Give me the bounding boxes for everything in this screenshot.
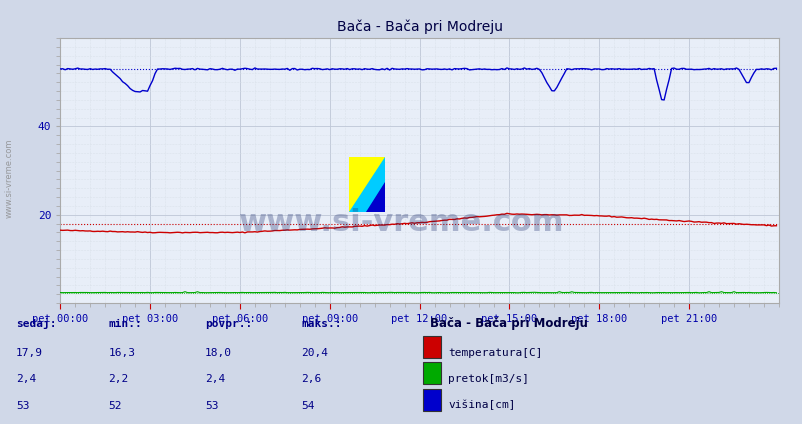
Text: 52: 52 — [108, 401, 122, 410]
Polygon shape — [365, 181, 385, 212]
Text: 17,9: 17,9 — [16, 348, 43, 358]
Text: povpr.:: povpr.: — [205, 319, 252, 329]
Text: 53: 53 — [205, 401, 218, 410]
Polygon shape — [349, 157, 385, 212]
Text: www.si-vreme.com: www.si-vreme.com — [5, 138, 14, 218]
Bar — [423, 362, 440, 384]
Text: 2,4: 2,4 — [16, 374, 36, 384]
Text: 54: 54 — [301, 401, 314, 410]
Polygon shape — [349, 157, 385, 212]
Text: www.si-vreme.com: www.si-vreme.com — [238, 208, 564, 237]
Text: temperatura[C]: temperatura[C] — [448, 348, 542, 358]
Text: 53: 53 — [16, 401, 30, 410]
Bar — [423, 336, 440, 358]
Text: višina[cm]: višina[cm] — [448, 400, 515, 410]
Title: Bača - Bača pri Modreju: Bača - Bača pri Modreju — [336, 20, 502, 34]
Text: 2,6: 2,6 — [301, 374, 321, 384]
Text: 2,2: 2,2 — [108, 374, 128, 384]
Text: min.:: min.: — [108, 319, 142, 329]
Text: pretok[m3/s]: pretok[m3/s] — [448, 374, 529, 384]
Text: maks.:: maks.: — [301, 319, 341, 329]
Text: 20,4: 20,4 — [301, 348, 328, 358]
Text: 2,4: 2,4 — [205, 374, 225, 384]
Text: Bača - Bača pri Modreju: Bača - Bača pri Modreju — [429, 317, 587, 330]
Text: 16,3: 16,3 — [108, 348, 136, 358]
Bar — [423, 389, 440, 411]
Text: 18,0: 18,0 — [205, 348, 232, 358]
Text: sedaj:: sedaj: — [16, 318, 56, 329]
